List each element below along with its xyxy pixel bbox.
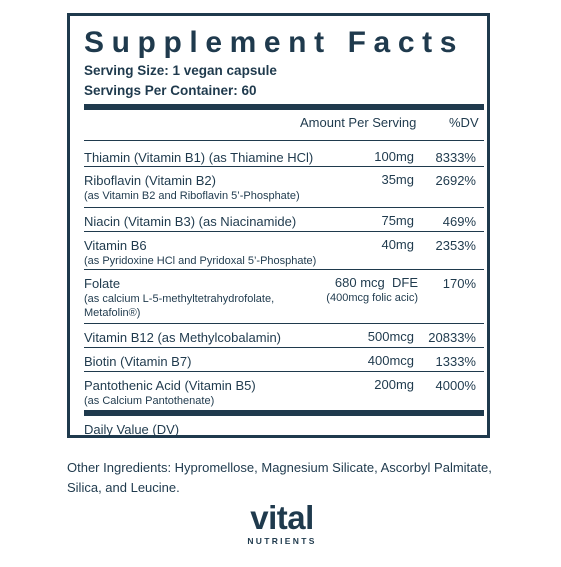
nutrient-detail: (as Vitamin B2 and Riboflavin 5’-Phospha… (84, 190, 300, 202)
nutrient-row-biotin: Biotin (Vitamin B7) 400mcg 1333% (84, 347, 484, 372)
nutrient-row-vitamin-b12: Vitamin B12 (as Methylcobalamin) 500mcg … (84, 323, 484, 348)
nutrient-amount: 40mg (381, 237, 414, 252)
divider-bottom (84, 410, 484, 416)
nutrient-row-folate: Folate (as calcium L-5-methyltetrahydrofo… (84, 269, 484, 324)
nutrient-name: Folate (84, 276, 121, 291)
nutrient-name: Vitamin B12 (as Methylcobalamin) (84, 330, 282, 345)
nutrient-dv: 2353% (435, 238, 476, 253)
nutrient-amount: 35mg (381, 172, 414, 187)
brand-tagline: NUTRIENTS (247, 536, 317, 546)
brand-name: vital (250, 499, 314, 536)
nutrient-amount: 680 mcg DFE (334, 275, 418, 290)
nutrient-amount: 400mcg (367, 353, 414, 368)
nutrient-amount-detail: (400mcg folic acic) (326, 292, 418, 304)
nutrient-detail-2: Metafolin®) (84, 307, 141, 319)
other-ingredients: Other Ingredients: Hypromellose, Magnesi… (67, 460, 492, 495)
nutrient-name: Niacin (Vitamin B3) (as Niacinamide) (84, 214, 297, 229)
nutrient-dv: 170% (442, 276, 476, 291)
header-dv: %DV (449, 115, 479, 130)
serving-size: Serving Size: 1 vegan capsule (84, 63, 277, 78)
nutrient-amount: 75mg (381, 213, 414, 228)
nutrient-row-thiamin: Thiamin (Vitamin B1) (as Thiamine HCl) 1… (84, 144, 484, 166)
nutrient-detail: (as Pyridoxine HCl and Pyridoxal 5’-Phos… (84, 255, 317, 267)
nutrient-detail: (as calcium L-5-methyltetrahydrofolate, (84, 293, 275, 305)
nutrient-dv: 8333% (435, 150, 476, 165)
nutrient-detail: (as Calcium Pantothenate) (84, 395, 215, 407)
servings-per-container: Servings Per Container: 60 (84, 83, 257, 98)
nutrient-name: Biotin (Vitamin B7) (84, 354, 192, 369)
nutrient-dv: 20833% (428, 330, 476, 345)
nutrient-row-pantothenic-acid: Pantothenic Acid (Vitamin B5) (as Calcium… (84, 371, 484, 412)
daily-value-note: Daily Value (DV) (84, 422, 180, 437)
brand-logo: vital NUTRIENTS (232, 499, 332, 547)
nutrient-name: Riboflavin (Vitamin B2) (84, 173, 216, 188)
nutrient-row-niacin: Niacin (Vitamin B3) (as Niacinamide) 75m… (84, 207, 484, 232)
supplement-facts-panel: Supplement Facts Serving Size: 1 vegan c… (67, 13, 490, 438)
nutrient-row-vitamin-b6: Vitamin B6 (as Pyridoxine HCl and Pyridox… (84, 231, 484, 270)
panel-title: Supplement Facts (84, 26, 464, 59)
nutrient-dv: 2692% (435, 173, 476, 188)
nutrient-dv: 4000% (435, 378, 476, 393)
nutrient-amount: 500mcg (367, 329, 414, 344)
nutrient-name: Pantothenic Acid (Vitamin B5) (84, 378, 256, 393)
nutrient-dv: 1333% (435, 354, 476, 369)
divider-thick (84, 104, 484, 110)
nutrient-row-riboflavin: Riboflavin (Vitamin B2) (as Vitamin B2 an… (84, 166, 484, 208)
header-amount: Amount Per Serving (300, 115, 417, 130)
nutrient-name: Vitamin B6 (84, 238, 147, 253)
nutrient-dv: 469% (442, 214, 476, 229)
nutrient-amount: 200mg (374, 377, 414, 392)
nutrient-amount: 100mg (374, 149, 414, 164)
divider-header (84, 140, 484, 141)
nutrient-name: Thiamin (Vitamin B1) (as Thiamine HCl) (84, 150, 314, 165)
